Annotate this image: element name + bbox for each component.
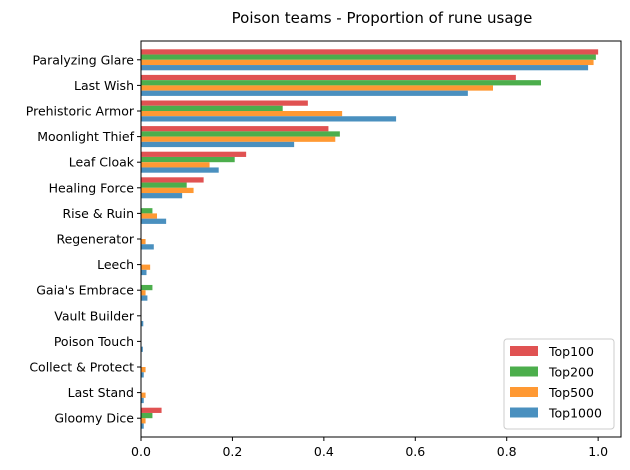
- y-tick-label: Leaf Cloak: [69, 155, 135, 170]
- bar: [141, 193, 183, 199]
- bar: [141, 136, 336, 142]
- bar: [141, 65, 589, 71]
- y-tick-label: Regenerator: [56, 232, 134, 247]
- y-tick-label: Healing Force: [49, 180, 135, 195]
- bar: [141, 90, 468, 96]
- bar: [141, 239, 146, 245]
- bar: [141, 156, 235, 163]
- bar: [141, 213, 157, 219]
- bar: [141, 100, 308, 106]
- bar: [141, 105, 283, 111]
- bar: [141, 218, 167, 224]
- bar: [141, 264, 151, 270]
- bar: [141, 85, 493, 91]
- x-tick-label: 0.0: [131, 444, 151, 459]
- y-tick-label: Rise & Ruin: [63, 206, 135, 221]
- bar: [141, 49, 599, 55]
- chart-title: Poison teams - Proportion of rune usage: [232, 9, 533, 27]
- legend-label: Top100: [548, 344, 594, 359]
- bar: [141, 126, 329, 132]
- bar: [141, 80, 541, 86]
- y-tick-label: Paralyzing Glare: [32, 52, 134, 67]
- bar: [141, 177, 204, 183]
- legend-swatch: [510, 346, 538, 356]
- y-tick-label: Vault Builder: [54, 308, 135, 323]
- y-tick-label: Collect & Protect: [29, 360, 134, 375]
- y-tick-label: Prehistoric Armor: [26, 104, 135, 119]
- bar: [141, 74, 516, 81]
- bar: [141, 167, 219, 173]
- bar: [141, 151, 247, 157]
- x-tick-label: 0.8: [497, 444, 517, 459]
- y-tick-label: Moonlight Thief: [37, 129, 134, 144]
- y-tick-label: Leech: [97, 257, 134, 272]
- bar: [141, 131, 340, 137]
- bar: [141, 244, 154, 250]
- y-tick-label: Last Wish: [74, 78, 134, 93]
- x-tick-label: 0.6: [405, 444, 425, 459]
- bar: [141, 295, 148, 301]
- bar: [141, 187, 194, 194]
- y-tick-label: Poison Touch: [54, 334, 134, 349]
- bar: [141, 367, 146, 373]
- bar: [141, 54, 596, 60]
- y-axis-ticks: Paralyzing Glare Last Wish Prehistoric Arm…: [26, 52, 141, 426]
- bar: [141, 290, 146, 296]
- legend-label: Top1000: [548, 406, 602, 421]
- bar: [141, 182, 187, 188]
- bar: [141, 397, 144, 404]
- plot-bars: [141, 49, 599, 429]
- y-tick-label: Last Stand: [68, 385, 134, 400]
- x-tick-label: 1.0: [588, 444, 608, 459]
- legend: Top100 Top200 Top500 Top1000: [503, 338, 615, 430]
- bar: [141, 59, 594, 66]
- bar: [141, 392, 146, 398]
- legend-label: Top200: [548, 365, 594, 380]
- bar: [141, 372, 144, 378]
- bar: [141, 423, 144, 429]
- bar: [141, 162, 210, 168]
- bar: [141, 111, 343, 117]
- bar: [141, 116, 397, 122]
- bar: [141, 418, 146, 424]
- bar: [141, 208, 153, 214]
- legend-swatch: [510, 407, 538, 418]
- y-tick-label: Gloomy Dice: [54, 411, 134, 426]
- legend-frame: [503, 338, 615, 430]
- bar: [141, 346, 143, 352]
- bar: [141, 412, 153, 419]
- x-tick-label: 0.4: [314, 444, 334, 459]
- bar: [141, 284, 153, 291]
- bar: [141, 141, 295, 148]
- bar: [141, 407, 162, 413]
- legend-swatch: [510, 366, 538, 377]
- legend-swatch: [510, 387, 538, 397]
- y-tick-label: Gaia's Embrace: [36, 283, 134, 298]
- x-tick-label: 0.2: [222, 444, 242, 459]
- x-axis-ticks: 0.0 0.2 0.4 0.6 0.8 1.0: [131, 437, 608, 459]
- legend-label: Top500: [548, 385, 594, 400]
- bar: [141, 321, 144, 327]
- bar: [141, 269, 147, 276]
